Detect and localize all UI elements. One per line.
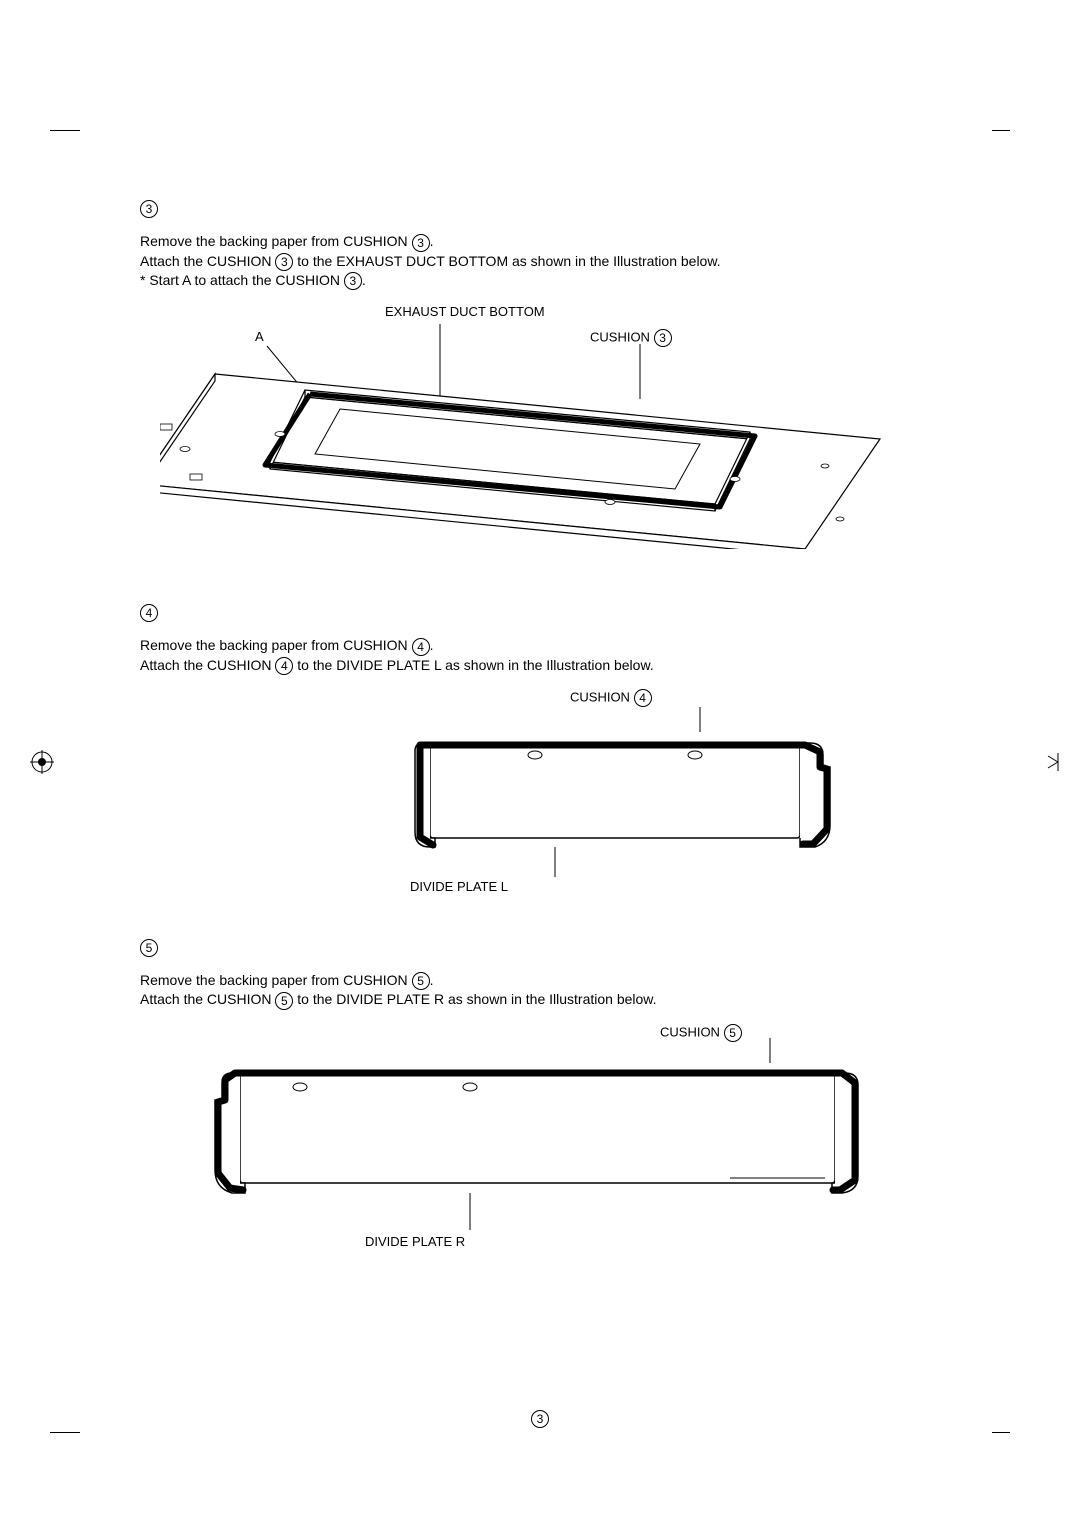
- instruction-line: Attach the CUSHION 3 to the EXHAUST DUCT…: [140, 252, 940, 271]
- registration-mark-icon: [30, 750, 54, 779]
- crop-mark: [50, 130, 80, 131]
- circled-number: 5: [724, 1024, 742, 1042]
- circled-number: 5: [140, 939, 158, 957]
- text: .: [430, 637, 434, 653]
- diagram-label-bottom: DIVIDE PLATE L: [410, 879, 508, 894]
- crop-mark: [992, 130, 1010, 131]
- text: Attach the CUSHION: [140, 657, 275, 673]
- instruction-text: Remove the backing paper from CUSHION 4.…: [140, 636, 940, 675]
- text: to the EXHAUST DUCT BOTTOM as shown in t…: [293, 253, 720, 269]
- section-number: 3: [140, 200, 940, 218]
- text: .: [430, 233, 434, 249]
- text: .: [362, 272, 366, 288]
- section-3: 3 Remove the backing paper from CUSHION …: [140, 200, 940, 564]
- text: Attach the CUSHION: [140, 253, 275, 269]
- circled-number: 4: [634, 689, 652, 707]
- diagram-divide-plate-r: CUSHION 5 DIVIDE PLATE R: [140, 1024, 940, 1254]
- instruction-line: Attach the CUSHION 4 to the DIVIDE PLATE…: [140, 656, 940, 675]
- diagram-label-top: CUSHION 5: [660, 1024, 742, 1042]
- instruction-line: Attach the CUSHION 5 to the DIVIDE PLATE…: [140, 990, 940, 1009]
- circled-number: 4: [412, 638, 430, 656]
- diagram-exhaust-duct: A EXHAUST DUCT BOTTOM CUSHION 3: [140, 304, 940, 564]
- circled-number: 3: [654, 329, 672, 347]
- text: Remove the backing paper from CUSHION: [140, 972, 412, 988]
- section-number: 5: [140, 939, 940, 957]
- text: Remove the backing paper from CUSHION: [140, 233, 412, 249]
- text: CUSHION: [660, 1024, 720, 1039]
- divide-plate-l-svg: [405, 707, 845, 892]
- section-5: 5 Remove the backing paper from CUSHION …: [140, 939, 940, 1254]
- diagram-label-bottom: DIVIDE PLATE R: [365, 1234, 465, 1249]
- section-number: 4: [140, 604, 940, 622]
- instruction-text: Remove the backing paper from CUSHION 5.…: [140, 971, 940, 1010]
- instruction-text: Remove the backing paper from CUSHION 3.…: [140, 232, 940, 290]
- crop-mark: [992, 1432, 1010, 1433]
- text: .: [430, 972, 434, 988]
- text: * Start A to attach the CUSHION: [140, 272, 344, 288]
- circled-number: 5: [275, 992, 293, 1010]
- diagram-label-top: EXHAUST DUCT BOTTOM: [385, 304, 545, 319]
- text: Attach the CUSHION: [140, 991, 275, 1007]
- divide-plate-r-svg: [210, 1038, 870, 1238]
- instruction-line: * Start A to attach the CUSHION 3.: [140, 271, 940, 290]
- instruction-line: Remove the backing paper from CUSHION 4.: [140, 636, 940, 655]
- circled-number: 4: [275, 657, 293, 675]
- circled-number: 5: [412, 972, 430, 990]
- circled-number: 3: [344, 272, 362, 290]
- crop-mark: [50, 1432, 80, 1433]
- diagram-label-top: CUSHION 4: [570, 689, 652, 707]
- text: CUSHION: [590, 330, 650, 345]
- diagram-label-a: A: [255, 329, 264, 344]
- circled-number: 3: [275, 253, 293, 271]
- text: CUSHION: [570, 689, 630, 704]
- page-number: 3: [531, 1410, 549, 1428]
- registration-mark-icon: [1044, 750, 1060, 779]
- circled-number: 3: [140, 200, 158, 218]
- circled-number: 4: [140, 604, 158, 622]
- instruction-line: Remove the backing paper from CUSHION 5.: [140, 971, 940, 990]
- instruction-line: Remove the backing paper from CUSHION 3.: [140, 232, 940, 251]
- exhaust-duct-svg: [160, 304, 940, 549]
- text: Remove the backing paper from CUSHION: [140, 637, 412, 653]
- circled-number: 3: [412, 234, 430, 252]
- circled-number: 3: [531, 1410, 549, 1428]
- text: to the DIVIDE PLATE L as shown in the Il…: [293, 657, 653, 673]
- diagram-label-right: CUSHION 3: [590, 329, 672, 347]
- diagram-divide-plate-l: CUSHION 4 DIVIDE PLATE L: [140, 689, 940, 899]
- section-4: 4 Remove the backing paper from CUSHION …: [140, 604, 940, 899]
- text: to the DIVIDE PLATE R as shown in the Il…: [293, 991, 656, 1007]
